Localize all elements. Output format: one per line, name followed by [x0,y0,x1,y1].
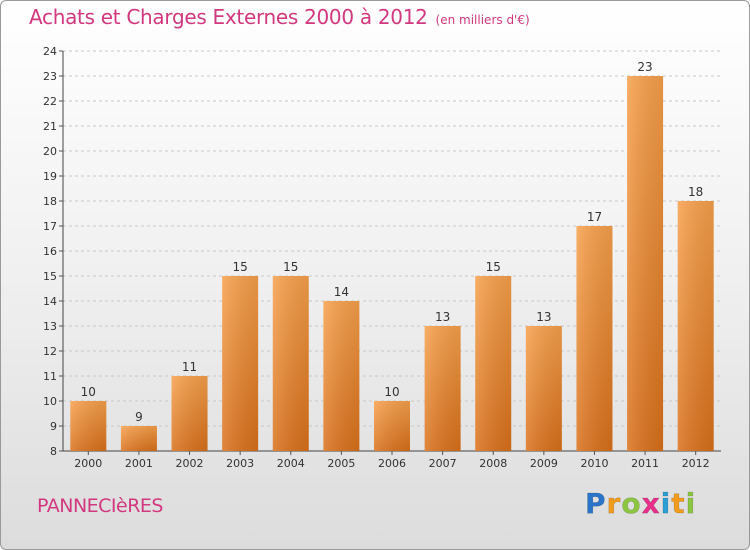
logo-letter: t [671,487,686,521]
data-label: 11 [182,360,197,374]
y-tick-label: 16 [43,245,57,258]
bar-layer [70,76,714,451]
data-label: 13 [536,310,551,324]
data-label: 15 [233,260,248,274]
y-tick-label: 22 [43,95,57,108]
bar-shade [677,201,714,451]
x-tick-label: 2002 [176,457,204,470]
y-tick-label: 19 [43,170,57,183]
x-tick-label: 2008 [479,457,507,470]
bar-shade [475,276,512,451]
x-tick-label: 2011 [631,457,659,470]
y-tick-label: 10 [43,395,57,408]
x-tick-label: 2003 [226,457,254,470]
y-tick-label: 18 [43,195,57,208]
y-tick-label: 15 [43,270,57,283]
y-tick-label: 8 [50,445,57,458]
x-tick-label: 2005 [327,457,355,470]
y-tick-label: 12 [43,345,57,358]
y-tick-label: 23 [43,70,57,83]
x-tick-label: 2009 [530,457,558,470]
logo-letter: x [641,487,661,521]
logo-letter: i [685,487,697,521]
data-label: 17 [587,210,602,224]
bar-shade [576,226,613,451]
data-label: 13 [435,310,450,324]
data-label: 15 [283,260,298,274]
data-label: 9 [135,410,143,424]
data-label: 15 [486,260,501,274]
y-tick-label: 21 [43,120,57,133]
data-label: 23 [637,60,652,74]
bar-shade [374,401,410,451]
chart-unit: (en milliers d'€) [435,13,530,27]
y-tick-label: 13 [43,320,57,333]
bar-shade [222,276,259,451]
x-tick-label: 2012 [682,457,710,470]
logo-letter: i [660,487,672,521]
y-tick-label: 14 [43,295,57,308]
y-tick-label: 24 [43,45,57,58]
y-tick-label: 11 [43,370,57,383]
logo-letter: o [621,487,642,521]
x-tick-label: 2004 [277,457,305,470]
y-tick-label: 17 [43,220,57,233]
data-label: 10 [384,385,399,399]
data-label: 18 [688,185,703,199]
bar-shade [323,301,360,451]
bar-shade [525,326,562,451]
bar-shade [424,326,461,451]
data-label: 14 [334,285,349,299]
chart-title: Achats et Charges Externes 2000 à 2012 [29,5,428,29]
logo-letter: P [585,487,607,521]
y-tick-label: 20 [43,145,57,158]
label-layer: 2000 10 2001 9 2002 11 2003 15 2004 15 2005 14 2006 1… [74,60,709,470]
logo-letter: r [606,487,622,521]
x-tick-label: 2010 [580,457,608,470]
commune-name: PANNECIèRES [37,495,164,517]
data-label: 10 [81,385,96,399]
bar-shade [272,276,309,451]
bar-shade [171,376,208,451]
proxiti-logo[interactable]: Proxiti [585,487,697,521]
x-tick-label: 2000 [74,457,102,470]
x-tick-label: 2001 [125,457,153,470]
x-tick-label: 2006 [378,457,406,470]
bar-shade [627,76,664,451]
y-tick-label: 9 [50,420,57,433]
x-tick-label: 2007 [429,457,457,470]
bar-shade [120,426,157,451]
bar-shade [70,401,107,451]
chart-title-block: Achats et Charges Externes 2000 à 2012 (e… [29,5,530,29]
